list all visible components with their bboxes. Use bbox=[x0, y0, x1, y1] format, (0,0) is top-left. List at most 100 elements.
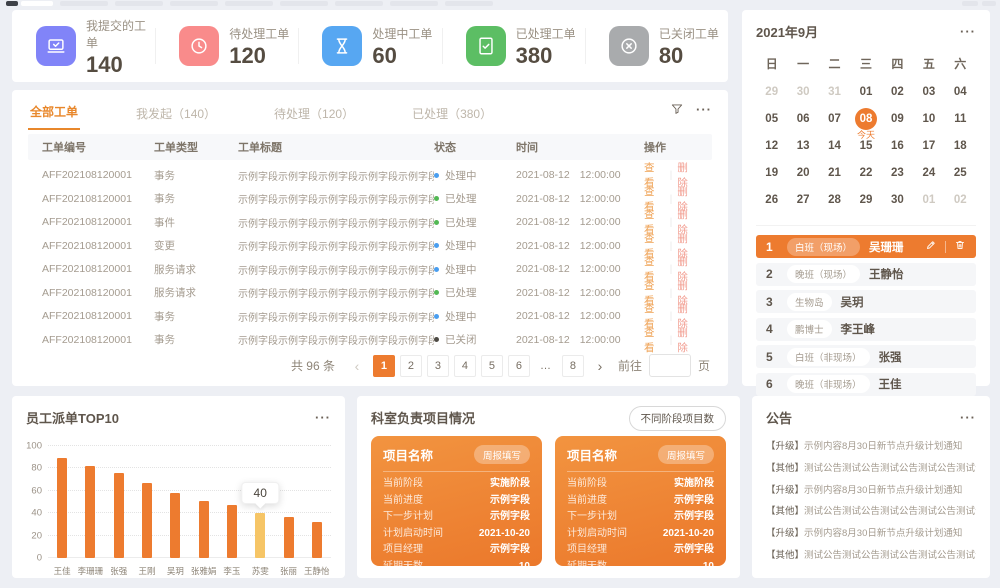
calendar-day[interactable]: 14 bbox=[819, 132, 850, 159]
bar-张强[interactable] bbox=[113, 472, 124, 558]
calendar-day[interactable]: 10 bbox=[913, 105, 944, 132]
page-button-5[interactable]: 5 bbox=[480, 354, 503, 377]
calendar-day[interactable]: 06 bbox=[787, 105, 818, 132]
roster-row[interactable]: 6 晚班（非现场） 王佳 bbox=[756, 372, 976, 396]
more-icon[interactable]: ··· bbox=[960, 410, 976, 425]
workorders-tab-1[interactable]: 我发起（140） bbox=[136, 107, 217, 121]
calendar-day[interactable]: 26 bbox=[756, 186, 787, 213]
calendar-day[interactable]: 30 bbox=[787, 78, 818, 105]
workorders-tab-2[interactable]: 待处理（120） bbox=[274, 107, 355, 121]
browser-tab[interactable] bbox=[21, 1, 53, 6]
calendar-day[interactable]: 17 bbox=[913, 132, 944, 159]
browser-tab[interactable] bbox=[280, 1, 328, 6]
bar-王佳[interactable] bbox=[57, 458, 68, 558]
announcement-item[interactable]: 【其他】测试公告测试公告测试公告测试公告测试公告 bbox=[766, 501, 976, 523]
calendar-day[interactable]: 02 bbox=[882, 78, 913, 105]
view-link[interactable]: 查看 bbox=[644, 279, 655, 307]
delete-link[interactable]: 删除 bbox=[677, 209, 688, 236]
prev-page-button[interactable]: ‹ bbox=[354, 357, 360, 374]
calendar-day[interactable]: 27 bbox=[787, 186, 818, 213]
view-link[interactable]: 查看 bbox=[644, 256, 655, 283]
delete-link[interactable]: 删除 bbox=[677, 162, 688, 189]
more-icon[interactable]: ··· bbox=[960, 24, 976, 39]
calendar-day[interactable]: 07 bbox=[819, 105, 850, 132]
trash-icon[interactable] bbox=[954, 238, 966, 256]
roster-row[interactable]: 5 白班（非现场） 张强 bbox=[756, 345, 976, 368]
calendar-day[interactable]: 31 bbox=[819, 78, 850, 105]
more-icon[interactable]: ··· bbox=[696, 101, 712, 117]
delete-link[interactable]: 删除 bbox=[677, 279, 688, 307]
calendar-day[interactable]: 04 bbox=[945, 78, 976, 105]
bar-张丽[interactable] bbox=[283, 516, 294, 558]
view-link[interactable]: 查看 bbox=[644, 303, 655, 330]
roster-row[interactable]: 1 白班（现场） 吴珊珊 bbox=[756, 235, 976, 258]
browser-tab[interactable] bbox=[390, 1, 438, 6]
calendar-day[interactable]: 25 bbox=[945, 159, 976, 186]
bar-王刚[interactable] bbox=[142, 482, 153, 558]
page-button-6[interactable]: 6 bbox=[507, 354, 530, 377]
edit-icon[interactable] bbox=[925, 238, 937, 256]
workorders-tab-0[interactable]: 全部工单 bbox=[28, 93, 81, 130]
calendar-day[interactable]: 24 bbox=[913, 159, 944, 186]
weekly-report-badge[interactable]: 周报填写 bbox=[473, 445, 530, 464]
announcement-item[interactable]: 【升级】示例内容8月30日新节点升级计划通知 bbox=[766, 480, 976, 502]
calendar-day[interactable]: 16 bbox=[882, 132, 913, 159]
announcement-item[interactable]: 【其他】测试公告测试公告测试公告测试公告测试公告 bbox=[766, 545, 976, 567]
calendar-day[interactable]: 13 bbox=[787, 132, 818, 159]
page-button-8[interactable]: 8 bbox=[561, 354, 584, 377]
more-icon[interactable]: ··· bbox=[315, 410, 331, 425]
roster-row[interactable]: 2 晚班（现场） 王静怡 bbox=[756, 262, 976, 286]
roster-row[interactable]: 3 生物岛 吴玥 bbox=[756, 290, 976, 313]
bar-李玉[interactable] bbox=[226, 505, 237, 558]
view-link[interactable]: 查看 bbox=[644, 326, 655, 354]
bar-张雅娟[interactable] bbox=[198, 500, 209, 558]
stage-count-button[interactable]: 不同阶段项目数 bbox=[628, 406, 726, 431]
browser-tab[interactable] bbox=[6, 1, 18, 6]
view-link[interactable]: 查看 bbox=[644, 232, 655, 260]
calendar-day-today[interactable]: 08 今天 bbox=[850, 105, 881, 140]
filter-icon[interactable] bbox=[670, 102, 684, 116]
next-page-button[interactable]: › bbox=[597, 357, 603, 374]
browser-tab[interactable] bbox=[60, 1, 108, 6]
calendar-day[interactable]: 01 bbox=[850, 78, 881, 105]
calendar-day[interactable]: 29 bbox=[850, 186, 881, 213]
page-button-1[interactable]: 1 bbox=[372, 354, 395, 377]
browser-tab[interactable] bbox=[170, 1, 218, 6]
calendar-day[interactable]: 15 bbox=[850, 132, 881, 159]
announcement-item[interactable]: 【其他】测试公告测试公告测试公告测试公告测试公告 bbox=[766, 458, 976, 480]
view-link[interactable]: 查看 bbox=[644, 209, 655, 236]
browser-tab[interactable] bbox=[115, 1, 163, 6]
page-button-4[interactable]: 4 bbox=[453, 354, 476, 377]
bar-苏雯[interactable] bbox=[255, 513, 266, 558]
calendar-day[interactable]: 30 bbox=[882, 186, 913, 213]
browser-tab[interactable] bbox=[982, 1, 996, 6]
calendar-day[interactable]: 22 bbox=[850, 159, 881, 186]
browser-tab[interactable] bbox=[445, 1, 493, 6]
calendar-day[interactable]: 28 bbox=[819, 186, 850, 213]
bar-李珊珊[interactable] bbox=[85, 466, 96, 558]
announcement-item[interactable]: 【升级】示例内容8月30日新节点升级计划通知 bbox=[766, 523, 976, 545]
calendar-day[interactable]: 11 bbox=[945, 105, 976, 132]
delete-link[interactable]: 删除 bbox=[677, 232, 688, 260]
workorders-tab-3[interactable]: 已处理（380） bbox=[412, 107, 493, 121]
calendar-day[interactable]: 09 bbox=[882, 105, 913, 132]
delete-link[interactable]: 删除 bbox=[677, 256, 688, 283]
view-link[interactable]: 查看 bbox=[644, 185, 655, 213]
calendar-day[interactable]: 21 bbox=[819, 159, 850, 186]
page-button-3[interactable]: 3 bbox=[426, 354, 449, 377]
calendar-day[interactable]: 03 bbox=[913, 78, 944, 105]
weekly-report-badge[interactable]: 周报填写 bbox=[657, 445, 714, 464]
calendar-day[interactable]: 02 bbox=[945, 186, 976, 213]
calendar-day[interactable]: 01 bbox=[913, 186, 944, 213]
browser-tab[interactable] bbox=[335, 1, 383, 6]
delete-link[interactable]: 删除 bbox=[677, 185, 688, 213]
browser-tab[interactable] bbox=[225, 1, 273, 6]
delete-link[interactable]: 删除 bbox=[677, 303, 688, 330]
page-button-2[interactable]: 2 bbox=[399, 354, 422, 377]
calendar-day[interactable]: 12 bbox=[756, 132, 787, 159]
calendar-day[interactable]: 20 bbox=[787, 159, 818, 186]
calendar-day[interactable]: 05 bbox=[756, 105, 787, 132]
view-link[interactable]: 查看 bbox=[644, 162, 655, 189]
calendar-day[interactable]: 29 bbox=[756, 78, 787, 105]
browser-tab[interactable] bbox=[962, 1, 978, 6]
